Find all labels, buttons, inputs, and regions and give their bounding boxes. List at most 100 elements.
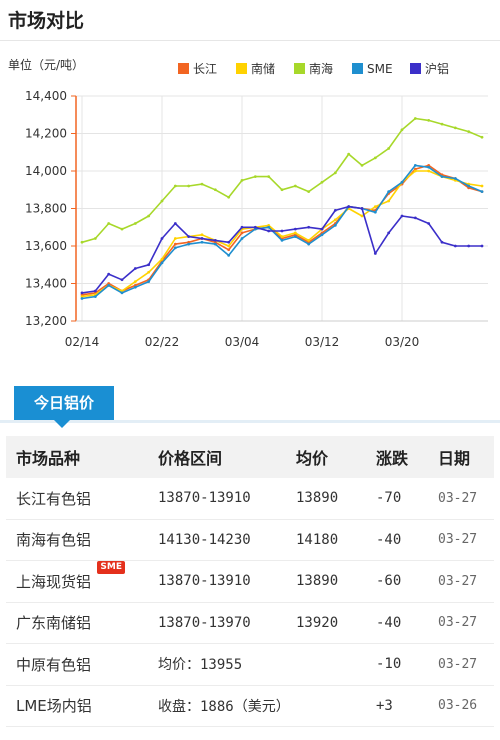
tab-bar: 今日铝价	[0, 383, 500, 428]
data-point	[280, 235, 284, 239]
data-point	[187, 235, 191, 239]
data-point	[280, 188, 284, 192]
data-point	[120, 227, 124, 231]
data-point	[373, 252, 377, 255]
chart-series	[80, 117, 484, 300]
y-tick-label: 14,400	[25, 89, 67, 103]
y-tick-label: 13,400	[25, 277, 67, 291]
data-point	[480, 184, 484, 188]
data-point	[320, 233, 324, 237]
series-line-2	[81, 117, 483, 244]
data-point	[253, 175, 257, 179]
table-body: 长江有色铝 13870-13910 13890 -70 03-27 南海有色铝 14130-…	[6, 478, 494, 727]
data-point	[467, 244, 471, 248]
data-point	[213, 188, 217, 192]
cell-date: 03-27	[438, 615, 478, 631]
data-point	[307, 225, 311, 229]
cell-avg: 13890	[296, 573, 339, 590]
data-point	[427, 222, 431, 225]
data-point	[453, 177, 457, 180]
price-table: 市场品种 价格区间 均价 涨跌 日期 长江有色铝 13870-13910 13890…	[6, 436, 494, 727]
y-tick-label: 14,000	[25, 164, 67, 178]
data-point	[467, 130, 471, 134]
data-point	[333, 223, 337, 227]
market-name[interactable]: 广东南储铝	[16, 612, 91, 633]
data-point	[187, 242, 191, 246]
data-point	[440, 175, 444, 179]
data-point	[400, 180, 404, 184]
cell-change: -70	[376, 490, 402, 506]
cell-change: -60	[376, 573, 402, 590]
header-range: 价格区间	[158, 448, 223, 468]
data-point	[80, 240, 84, 244]
data-point	[413, 117, 417, 120]
cell-change: -10	[376, 656, 402, 673]
market-name[interactable]: 上海现货铝 SME	[16, 560, 126, 592]
data-point	[467, 184, 471, 188]
x-tick-label: 03/20	[385, 335, 420, 349]
data-point	[333, 208, 337, 212]
legend-swatch	[410, 63, 421, 74]
cell-date: 03-27	[438, 490, 478, 506]
data-point	[133, 267, 137, 270]
legend-label: 南储	[251, 61, 275, 76]
data-point	[440, 240, 444, 244]
legend-label: 长江	[193, 62, 217, 76]
data-point	[373, 210, 377, 214]
data-point	[200, 182, 204, 186]
page-title: 市场对比	[8, 10, 85, 32]
cell-avg	[286, 644, 366, 686]
data-point	[147, 214, 151, 218]
cell-range: 14130-14230	[158, 531, 251, 548]
market-name[interactable]: 中原有色铝	[16, 654, 91, 675]
market-name[interactable]: 南海有色铝	[16, 529, 91, 550]
cell-range: 13870-13910	[158, 490, 251, 506]
cell-market: 上海现货铝 SME	[6, 560, 148, 603]
legend-swatch	[236, 63, 247, 74]
cell-date: 03-27	[438, 532, 478, 548]
data-point	[240, 237, 244, 240]
data-point	[227, 240, 231, 244]
table-header-row: 市场品种 价格区间 均价 涨跌 日期	[6, 436, 494, 478]
data-point	[200, 240, 204, 244]
cell-market: 长江有色铝	[6, 478, 148, 520]
data-point	[227, 253, 231, 257]
market-name[interactable]: 长江有色铝	[16, 488, 91, 509]
data-point	[413, 216, 417, 220]
x-tick-label: 02/14	[65, 335, 100, 349]
data-point	[373, 205, 377, 209]
data-point	[160, 199, 164, 203]
price-comparison-chart: 单位（元/吨） 长江 南储 南海 SME 沪铝 13,20013,40013,60013…	[8, 57, 488, 349]
table-row[interactable]: LME场内铝 收盘：1886（美元） +3 03-26	[6, 685, 494, 727]
data-point	[293, 231, 297, 235]
legend-swatch	[178, 63, 189, 74]
cell-avg: 14180	[296, 531, 339, 548]
data-point	[480, 190, 484, 194]
data-point	[120, 291, 124, 295]
market-name[interactable]: LME场内铝	[16, 695, 92, 716]
data-point	[147, 270, 151, 274]
table-row[interactable]: 广东南储铝 13870-13970 13920 -40 03-27	[6, 602, 494, 644]
tab-today-aluminum-price[interactable]: 今日铝价	[14, 386, 114, 420]
data-point	[133, 280, 137, 284]
cell-market: 中原有色铝	[6, 644, 148, 686]
data-point	[120, 278, 124, 282]
data-point	[280, 229, 284, 233]
table-row[interactable]: 南海有色铝 14130-14230 14180 -40 03-27	[6, 519, 494, 561]
legend-swatch	[352, 63, 363, 74]
y-tick-label: 14,200	[25, 127, 67, 141]
data-point	[333, 218, 337, 222]
data-point	[240, 231, 244, 235]
table-row[interactable]: 长江有色铝 13870-13910 13890 -70 03-27	[6, 478, 494, 520]
data-point	[347, 205, 351, 209]
data-point	[160, 237, 164, 240]
data-point	[427, 165, 431, 169]
data-point	[80, 291, 84, 295]
data-point	[147, 263, 151, 267]
legend-swatch	[294, 63, 305, 74]
table-row[interactable]: 上海现货铝 SME 13870-13910 13890 -60 03-27	[6, 560, 494, 603]
table-row[interactable]: 中原有色铝 均价：13955 -10 03-27	[6, 644, 494, 686]
header-change: 涨跌	[376, 448, 409, 468]
data-point	[173, 237, 177, 240]
data-point	[173, 222, 177, 225]
